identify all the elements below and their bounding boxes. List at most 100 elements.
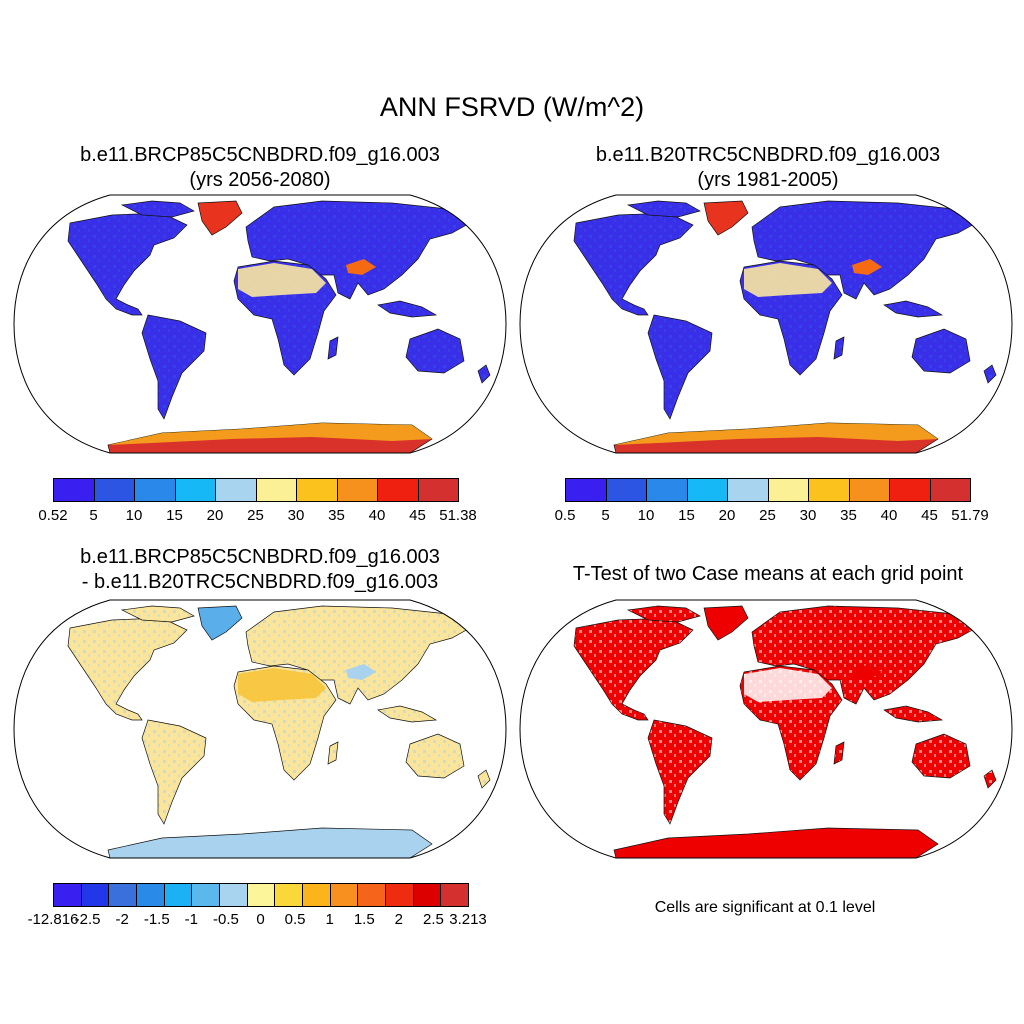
map1-new-zealand [477,364,491,384]
map4-canadian-archipelago [626,605,701,623]
cb1-tick-label: 45 [409,507,426,524]
map1-frame [13,194,507,454]
colorbar-3-labels: -12.816 -2.5 -2 -1.5 -1 -0.5 0 0.5 1 1.5 2 2.5 3.213 [28,911,487,931]
panel3-title: b.e11.BRCP85C5CNBDRD.f09_g16.003 - b.e11… [55,545,465,595]
cb3-tick-label: -1.5 [143,911,170,928]
cb3-tick-label: 1.5 [353,911,375,928]
cb1-tick-label: 20 [206,507,224,524]
cb3-tick-label: 1 [325,911,334,928]
cb3-swatch [357,883,386,907]
cb3-swatch [53,883,82,907]
cb2-swatch [929,478,971,502]
cb3-tick-label: 3.213 [449,911,487,928]
map1-tibet [346,259,376,275]
map4-antarctica [613,827,939,858]
colorbar-3 [53,883,469,907]
cb2-swatch [848,478,890,502]
cb3-swatch [218,883,248,907]
map2-maritime-continent [883,300,944,318]
map3-madagascar [327,741,339,765]
map2-sahara [744,263,832,297]
main-title: ANN FSRVD (W/m^2) [379,92,645,122]
cb3-tick-label: 0 [256,911,265,928]
cb2-tick-label: 45 [921,507,938,524]
cb2-swatch [646,478,688,502]
map1-madagascar [327,336,339,360]
map3-antarctica [107,827,433,858]
cb2-tick-label: 10 [637,507,655,524]
cb2-swatch [727,478,769,502]
cb3-tick-label: -2 [115,911,129,928]
map4-eurasia [751,605,977,705]
cb3-tick-label: 2.5 [422,911,444,928]
cb2-tick-label: 40 [880,507,898,524]
map1-south-america [141,314,207,420]
cb1-swatch [377,478,419,502]
panel2-title-line2: (yrs 1981-2005) [697,169,839,191]
cb2-swatch [565,478,607,502]
cb3-swatch [329,883,359,907]
map4-new-zealand [983,769,997,789]
cb1-swatch [336,478,378,502]
cb1-tick-label: 10 [125,507,143,524]
map3-south-america [141,719,207,825]
cb1-swatch [134,478,176,502]
map1-australia [405,328,465,374]
map2-tibet [852,259,882,275]
map2-south-america [647,314,713,420]
map4-maritime-continent [883,705,944,723]
cb3-swatch [163,883,193,907]
cb3-swatch [135,883,165,907]
map-panel-1 [12,193,508,455]
cb1-tick-label: 40 [368,507,386,524]
map2-greenland [703,200,749,236]
panel4-title-line1: T-Test of two Case means at each grid po… [572,563,964,585]
cb2-swatch [605,478,647,502]
cb2-tick-label: 5 [601,507,610,524]
map1-north-america [67,212,188,316]
map-panel-3 [12,598,508,860]
cb3-swatch [384,883,414,907]
cb1-tick-label: 5 [89,507,98,524]
colorbar-2-labels: 0.5 5 10 15 20 25 30 35 40 45 51.79 [555,507,989,527]
map4-tibet [852,664,882,680]
cb2-tick-label: 25 [759,507,776,524]
cb1-swatch [93,478,135,502]
panel1-title-line2: (yrs 2056-2080) [189,169,331,191]
panel1-title-line1: b.e11.BRCP85C5CNBDRD.f09_g16.003 [80,144,440,166]
map2-frame [519,194,1013,454]
cb2-swatch [767,478,809,502]
cb2-tick-label: 0.5 [554,507,576,524]
colorbar-1-labels: 0.52 5 10 15 20 25 30 35 40 45 51.38 [38,507,476,527]
cb1-swatch [417,478,459,502]
map1-eurasia [245,200,471,300]
cb3-swatch [412,883,442,907]
map1-greenland [197,200,243,236]
cb1-tick-label: 25 [247,507,264,524]
map2-land-layer [573,200,997,453]
cb1-tick-label: 0.52 [38,507,68,524]
map2-eurasia [751,200,977,300]
cb2-tick-label: 30 [799,507,817,524]
map4-land-layer [573,605,997,858]
map4-north-america [573,617,694,721]
cb2-tick-label: 15 [678,507,695,524]
map3-greenland [197,605,243,641]
cb3-tick-label: -2.5 [74,911,101,928]
cb1-tick-label: 30 [287,507,305,524]
map2-australia [911,328,971,374]
cb2-swatch [686,478,728,502]
cb1-tick-label: 15 [166,507,183,524]
cb3-tick-label: -1 [184,911,198,928]
cb3-swatch [274,883,303,907]
cb3-swatch [301,883,331,907]
cb1-swatch [255,478,297,502]
colorbar-1 [53,478,459,502]
panel1-title: b.e11.BRCP85C5CNBDRD.f09_g16.003 (yrs 20… [55,143,465,193]
cb2-swatch [889,478,931,502]
map4-south-america [647,719,713,825]
cb3-swatch [246,883,276,907]
cb3-tick-label: 2 [394,911,403,928]
map1-maritime-continent [377,300,438,318]
map2-canadian-archipelago [626,200,701,218]
